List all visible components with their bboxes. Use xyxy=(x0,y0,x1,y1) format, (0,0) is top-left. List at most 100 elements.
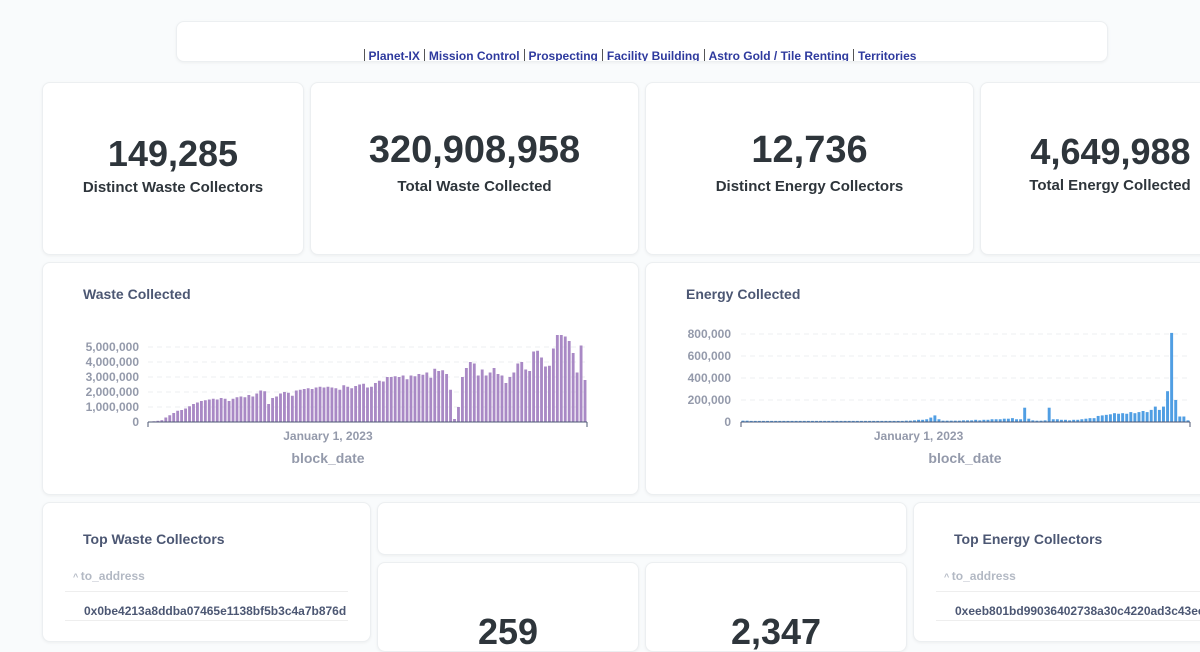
bar xyxy=(473,364,476,423)
chart: Energy Collected0200,000400,000600,00080… xyxy=(646,263,1200,495)
bar xyxy=(176,411,179,422)
bar xyxy=(504,383,507,422)
bar xyxy=(540,358,543,423)
bar xyxy=(1170,333,1173,422)
bar xyxy=(449,390,452,422)
stat-card: 320,908,958 Total Waste Collected xyxy=(310,82,639,255)
bar xyxy=(1125,414,1128,422)
bar xyxy=(386,377,389,422)
bar xyxy=(1121,413,1124,422)
bar xyxy=(402,376,405,423)
bar xyxy=(204,400,207,422)
stat-value: 149,285 xyxy=(43,133,303,175)
bar xyxy=(560,335,563,422)
bar xyxy=(501,376,504,423)
bar xyxy=(552,349,555,423)
stat-card: 2,347 xyxy=(645,562,907,652)
bar xyxy=(1162,407,1165,422)
stat-label: Total Waste Collected xyxy=(311,178,638,195)
y-tick-label: 600,000 xyxy=(688,349,732,363)
bar xyxy=(291,396,294,422)
bar xyxy=(303,389,306,422)
bar xyxy=(192,404,195,422)
column-name: to_address xyxy=(952,569,1016,583)
stat-card: 12,736 Distinct Energy Collectors xyxy=(645,82,974,255)
bar xyxy=(433,369,436,422)
y-tick-label: 2,000,000 xyxy=(86,385,140,399)
bar xyxy=(572,353,575,422)
nav-link[interactable]: Astro Gold / Tile Renting xyxy=(704,49,853,62)
bar xyxy=(283,392,286,422)
text-card xyxy=(377,502,907,555)
bar xyxy=(481,370,484,423)
bar xyxy=(1158,410,1161,422)
y-tick-label: 5,000,000 xyxy=(86,340,140,354)
bar xyxy=(1146,412,1149,422)
bar xyxy=(576,373,579,423)
bar xyxy=(1166,391,1169,422)
nav-link[interactable]: Prospecting xyxy=(524,49,602,62)
nav-link[interactable]: Facility Building xyxy=(602,49,704,62)
bar xyxy=(370,387,373,422)
nav-link[interactable]: Planet-IX xyxy=(364,49,424,62)
column-header[interactable]: ^ to_address xyxy=(83,569,147,583)
bar xyxy=(366,388,369,423)
nav-link[interactable]: Mission Control xyxy=(424,49,524,62)
bar xyxy=(406,379,409,422)
chart-title: Waste Collected xyxy=(83,286,191,302)
bar xyxy=(1150,410,1153,422)
bar xyxy=(1133,413,1136,422)
bar xyxy=(461,377,464,422)
bar xyxy=(334,388,337,422)
stat-value: 259 xyxy=(378,611,638,652)
bar xyxy=(323,388,326,423)
y-tick-label: 800,000 xyxy=(688,327,732,341)
bar xyxy=(1129,412,1132,422)
bar xyxy=(469,362,472,422)
bar xyxy=(224,399,227,422)
bar xyxy=(374,383,377,422)
bar xyxy=(243,397,246,422)
bar xyxy=(532,352,535,423)
stat-label: Distinct Energy Collectors xyxy=(646,178,973,195)
bar xyxy=(362,384,365,422)
bar xyxy=(168,415,171,422)
column-header[interactable]: ^ to_address xyxy=(954,569,1018,583)
bar xyxy=(319,387,322,422)
bar xyxy=(1154,407,1157,422)
bar xyxy=(295,391,298,423)
bar xyxy=(1097,416,1100,422)
bar xyxy=(1113,413,1116,422)
bar xyxy=(1093,418,1096,422)
bar xyxy=(465,368,468,422)
stat-value: 12,736 xyxy=(646,129,973,172)
bar xyxy=(497,374,500,422)
bar xyxy=(354,386,357,422)
x-axis-label: block_date xyxy=(291,450,364,466)
bar xyxy=(568,341,571,422)
bar xyxy=(307,388,310,422)
bar xyxy=(398,377,401,422)
x-tick-label: January 1, 2023 xyxy=(874,429,964,443)
bar xyxy=(445,374,448,422)
bar xyxy=(1174,400,1177,422)
bar xyxy=(287,393,290,422)
nav-link[interactable]: Territories xyxy=(853,49,920,62)
bar xyxy=(1109,414,1112,422)
table-title: Top Waste Collectors xyxy=(83,531,225,547)
y-tick-label: 0 xyxy=(132,415,139,429)
bar xyxy=(414,376,417,422)
bar xyxy=(196,403,199,423)
bar xyxy=(477,376,480,423)
bar xyxy=(544,367,547,423)
table-title: Top Energy Collectors xyxy=(954,531,1102,547)
bar xyxy=(584,380,587,422)
bar xyxy=(564,337,567,423)
bar xyxy=(421,375,424,422)
stat-value: 320,908,958 xyxy=(311,129,638,172)
bar xyxy=(390,377,393,422)
bar xyxy=(929,418,932,422)
bar xyxy=(1048,408,1051,422)
